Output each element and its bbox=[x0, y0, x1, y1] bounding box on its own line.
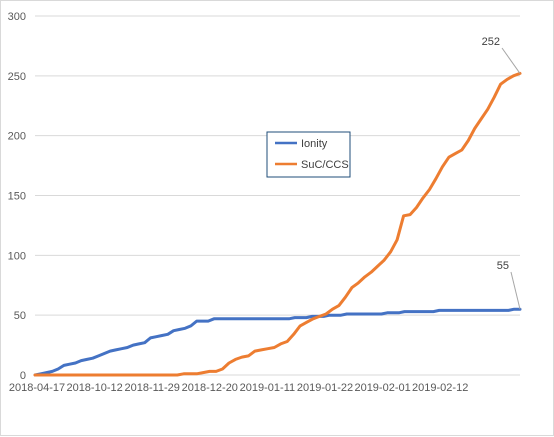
series-line-ionity bbox=[33, 307, 522, 377]
data-label-suc-ccs: 252 bbox=[482, 36, 500, 48]
x-tick-label: 2018-12-20 bbox=[182, 382, 238, 394]
y-tick-label: 50 bbox=[14, 310, 26, 322]
series-line-suc-ccs bbox=[33, 71, 522, 377]
gridlines bbox=[35, 15, 520, 316]
x-tick-label: 2019-01-11 bbox=[240, 382, 295, 394]
legend-label-ionity: Ionity bbox=[301, 138, 328, 150]
x-tick-label: 2019-01-22 bbox=[297, 382, 353, 394]
y-tick-label: 250 bbox=[8, 71, 26, 83]
y-tick-label: 0 bbox=[20, 370, 26, 382]
data-label-leader bbox=[510, 271, 521, 310]
x-tick-label: 2019-02-12 bbox=[412, 382, 468, 394]
x-tick-label: 2018-10-12 bbox=[66, 382, 122, 394]
legend: Ionity SuC/CCS bbox=[266, 131, 351, 178]
data-label-leader bbox=[501, 47, 521, 74]
legend-label-suc-ccs: SuC/CCS bbox=[301, 159, 349, 171]
x-tick-label: 2019-02-01 bbox=[354, 382, 410, 394]
data-labels: 55 252 bbox=[482, 36, 521, 310]
y-tick-label: 100 bbox=[8, 250, 26, 262]
data-label-ionity: 55 bbox=[497, 260, 509, 272]
y-tick-label: 300 bbox=[8, 11, 26, 23]
x-tick-label: 2018-04-17 bbox=[9, 382, 65, 394]
y-tick-label: 200 bbox=[8, 131, 26, 143]
x-tick-label: 2018-11-29 bbox=[124, 382, 179, 394]
series-lines bbox=[33, 71, 522, 377]
y-tick-label: 150 bbox=[8, 191, 26, 203]
legend-box bbox=[266, 131, 351, 178]
